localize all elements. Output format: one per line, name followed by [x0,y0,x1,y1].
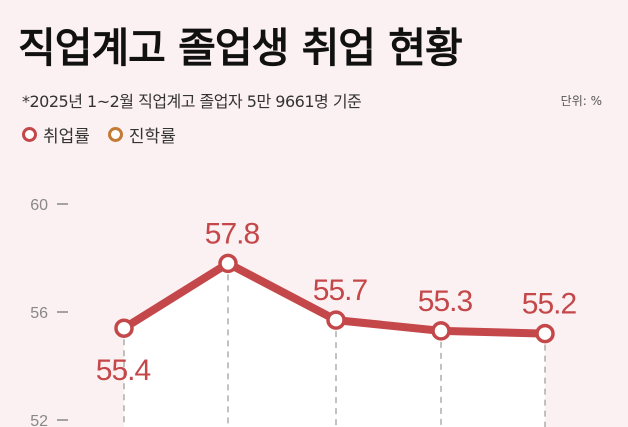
data-label: 57.8 [205,217,260,250]
legend-item-advancement: 진학률 [107,122,176,147]
legend-item-employment: 취업률 [22,122,90,147]
data-point [535,323,555,344]
y-tick-label: 56 [30,305,48,322]
data-label: 55.3 [418,285,473,318]
data-point [431,321,451,341]
subtitle: *2025년 1~2월 직업계고 졸업자 5만 9661명 기준 [22,92,362,111]
legend-label: 진학률 [128,127,176,147]
data-label: 55.4 [96,354,151,387]
legend-marker-icon [107,127,123,142]
data-label: 55.2 [522,288,577,321]
y-tick-label: 60 [30,197,48,214]
data-point [114,318,134,338]
legend-marker-icon [22,127,37,142]
area-fill [124,263,545,427]
data-point [326,310,346,330]
page-title: 직업계고 졸업생 취업 현황 [18,24,463,72]
legend-label: 취업률 [43,127,90,147]
data-label: 55.7 [313,274,368,307]
data-point [218,253,238,274]
y-tick-label: 52 [30,413,48,427]
unit-label: 단위: % [560,94,602,108]
legend: 취업률 진학률 [22,122,176,147]
